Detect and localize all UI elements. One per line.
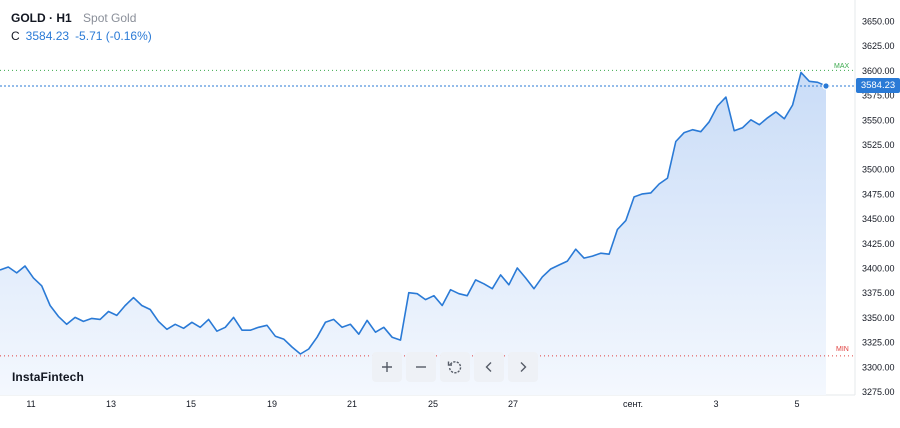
price-tick-label: 3525.00 [862,140,895,150]
price-tick-label: 3600.00 [862,66,895,76]
minus-icon [416,366,426,368]
time-tick-label: 25 [428,399,438,409]
symbol-label: GOLD · H1 [11,11,72,25]
price-tick-label: 3625.00 [862,41,895,51]
time-tick-label: 5 [794,399,799,409]
price-tick-label: 3400.00 [862,264,895,274]
price-change: -5.71 (-0.16%) [75,29,152,43]
scroll-forward-button[interactable] [508,352,538,382]
last-price-dot [822,82,830,90]
price-tick-label: 3375.00 [862,288,895,298]
price-tick-label: 3500.00 [862,165,895,175]
close-label: C [11,29,20,43]
symbol-description: Spot Gold [83,11,137,25]
time-tick-label: 13 [106,399,116,409]
last-price-tag: 3584.23 [856,78,900,93]
time-tick-label: сент. [623,399,643,409]
price-tick-label: 3575.00 [862,91,895,101]
price-tick-label: 3275.00 [862,387,895,397]
zoom-in-button[interactable] [372,352,402,382]
price-line [0,71,827,355]
time-tick-label: 21 [347,399,357,409]
price-tick-label: 3450.00 [862,214,895,224]
chevron-right-icon [520,362,527,372]
price-tick-label: 3550.00 [862,115,895,125]
price-tick-label: 3475.00 [862,189,895,199]
max-marker-label: MAX [834,63,850,70]
price-tick-label: 3425.00 [862,239,895,249]
time-tick-label: 3 [713,399,718,409]
time-tick-label: 27 [508,399,518,409]
zoom-out-button[interactable] [406,352,436,382]
chevron-left-icon [485,362,492,372]
time-tick-label: 11 [26,399,35,409]
scroll-back-button[interactable] [474,352,504,382]
close-value: 3584.23 [25,29,70,43]
reset-icon [447,361,462,374]
brand-logo: InstaFintech [12,370,84,384]
price-tick-label: 3650.00 [862,17,895,27]
price-area-fill [0,72,826,396]
chart-toolbar [372,352,538,382]
chart-legend: GOLD · H1 Spot Gold C 3584.23 -5.71 (-0.16… [11,9,152,45]
price-tick-label: 3300.00 [862,362,895,372]
price-axis[interactable]: 3650.00 3625.00 3600.00 3575.00 3550.00 3525.… [862,17,895,398]
price-tick-label: 3325.00 [862,338,895,348]
time-tick-label: 19 [267,399,277,409]
plus-icon [382,362,392,372]
time-axis[interactable]: 11 13 15 19 21 25 27 сент. 3 5 [26,399,799,409]
time-tick-label: 15 [186,399,196,409]
min-marker-label: MIN [836,346,849,353]
price-tick-label: 3350.00 [862,313,895,323]
reset-chart-button[interactable] [440,352,470,382]
